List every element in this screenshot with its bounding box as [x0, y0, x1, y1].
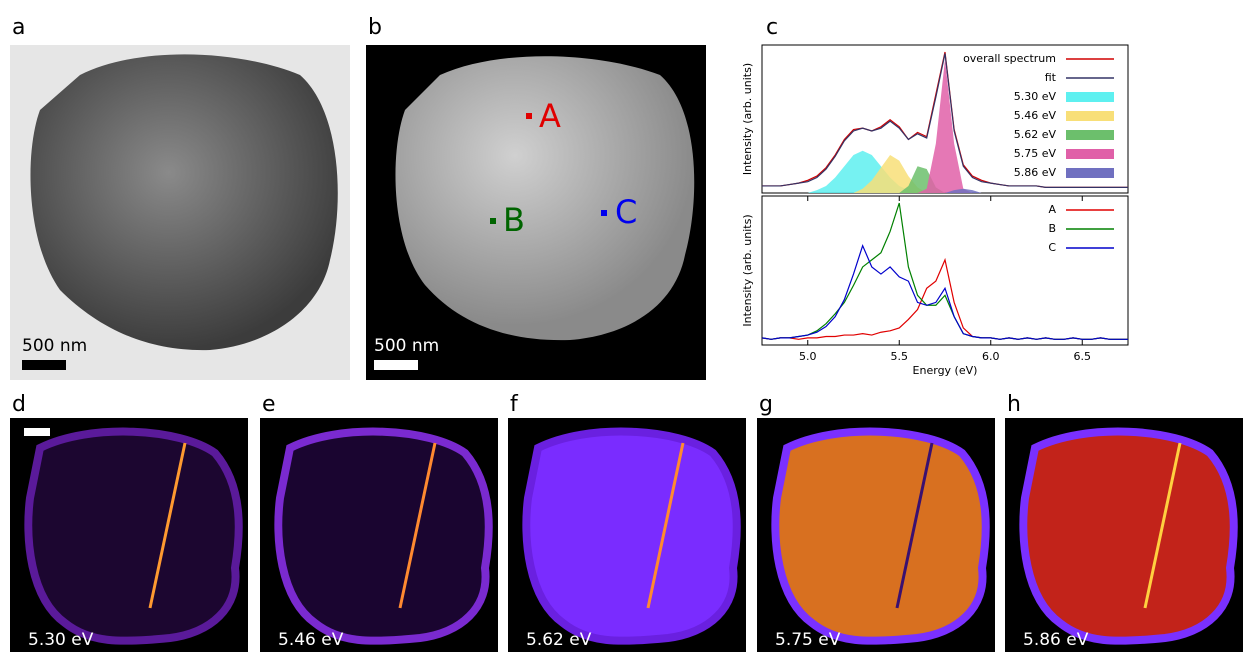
flake-map [1023, 432, 1233, 641]
map-label: 5.75 eV [775, 630, 841, 650]
marker [526, 113, 532, 119]
panel-letter: h [1007, 392, 1021, 417]
legend-label: B [1048, 222, 1056, 235]
legend-swatch [1066, 149, 1114, 159]
map-label: 5.46 eV [278, 630, 344, 650]
flake-map [28, 432, 238, 641]
flake-map [526, 432, 736, 641]
legend-label: 5.30 eV [1014, 90, 1057, 103]
scale-bar [22, 360, 66, 370]
x-tick-label: 5.0 [799, 350, 817, 363]
page: a 500 nm b A B C 500 nm c d 5.30 eV e 5.46 … [0, 0, 1254, 652]
panel-letter: d [12, 392, 26, 417]
panel-letter: g [759, 392, 773, 417]
legend-label: 5.75 eV [1014, 147, 1057, 160]
marker-label: A [539, 97, 561, 135]
legend-swatch [1066, 168, 1114, 178]
legend-swatch [1066, 130, 1114, 140]
legend-swatch [1066, 92, 1114, 102]
plot-frame [762, 196, 1128, 345]
panel-letter: a [12, 15, 25, 40]
marker-label: B [503, 201, 525, 239]
marker [490, 218, 496, 224]
legend-label: fit [1045, 71, 1057, 84]
flake-map [775, 432, 985, 641]
marker-label: C [615, 193, 637, 231]
map-label: 5.86 eV [1023, 630, 1089, 650]
legend-label: overall spectrum [963, 52, 1056, 65]
y-axis-label: Intensity (arb. units) [741, 63, 754, 175]
scale-bar-label: 500 nm [22, 336, 87, 356]
legend-swatch [1066, 111, 1114, 121]
legend-label: 5.46 eV [1014, 109, 1057, 122]
scale-bar-label: 500 nm [374, 336, 439, 356]
panel-letter: c [766, 15, 778, 40]
legend-label: C [1048, 241, 1056, 254]
legend-label: 5.86 eV [1014, 166, 1057, 179]
scale-bar [24, 428, 50, 436]
x-axis-label: Energy (eV) [913, 364, 978, 377]
panel-letter: b [368, 15, 382, 40]
scale-bar [374, 360, 418, 370]
y-axis-label: Intensity (arb. units) [741, 214, 754, 326]
legend-label: 5.62 eV [1014, 128, 1057, 141]
map-label: 5.62 eV [526, 630, 592, 650]
legend-label: A [1048, 203, 1056, 216]
map-label: 5.30 eV [28, 630, 94, 650]
panel-letter: e [262, 392, 276, 417]
marker [601, 210, 607, 216]
spectrum-line [762, 260, 1128, 339]
figure: a 500 nm b A B C 500 nm c d 5.30 eV e 5.46 … [0, 0, 1254, 652]
flake-map [278, 432, 488, 641]
x-tick-label: 6.0 [982, 350, 1000, 363]
x-tick-label: 6.5 [1074, 350, 1092, 363]
x-tick-label: 5.5 [891, 350, 909, 363]
spectrum-line [762, 203, 1128, 339]
panel-letter: f [510, 392, 519, 417]
